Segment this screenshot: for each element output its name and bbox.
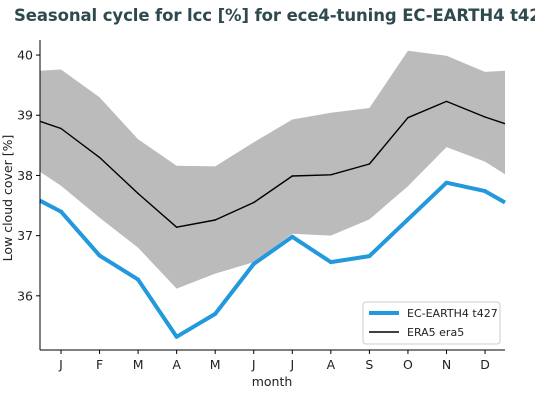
series-lines-layer xyxy=(39,100,506,339)
x-tick-label: D xyxy=(480,357,490,372)
ec-earth4-point xyxy=(136,277,141,282)
x-tick-label: N xyxy=(442,357,451,372)
x-tick-label: J xyxy=(289,357,294,372)
x-tick-label: J xyxy=(251,357,256,372)
axes-layer xyxy=(36,40,505,354)
era5-line xyxy=(39,100,506,228)
y-tick-label: 39 xyxy=(17,108,33,123)
x-tick-label: A xyxy=(327,357,336,372)
ec-earth4-point xyxy=(213,311,218,316)
ec-earth4-point xyxy=(444,180,449,185)
era5-point xyxy=(214,219,216,221)
ec-earth4-point xyxy=(174,334,179,339)
ec-earth4-point xyxy=(251,261,256,266)
x-tick-label: A xyxy=(172,357,181,372)
era5-point xyxy=(60,127,62,130)
era5-point xyxy=(368,163,371,165)
ec-earth4-point xyxy=(405,217,410,222)
era5-spread-band xyxy=(40,50,505,289)
era5-point xyxy=(445,100,448,103)
legend-label: EC-EARTH4 t427 xyxy=(407,307,498,320)
tick-labels-layer: J F M A M J J A S O N D 36 37 38 39 40 xyxy=(17,48,490,372)
ec-earth4-point xyxy=(59,209,63,214)
x-tick-label: S xyxy=(365,357,373,372)
era5-point xyxy=(330,174,332,176)
x-tick-label: M xyxy=(133,357,144,372)
x-tick-label: M xyxy=(210,357,221,372)
y-tick-label: 40 xyxy=(17,48,33,63)
x-tick-label: O xyxy=(403,357,413,372)
era5-point xyxy=(175,226,178,228)
x-tick-label: J xyxy=(58,357,63,372)
era5-point xyxy=(291,175,293,177)
era5-spread-band-layer xyxy=(40,50,505,289)
y-tick-label: 36 xyxy=(17,288,33,303)
ec-earth4-point xyxy=(97,253,102,258)
y-axis-label: Low cloud cover [%] xyxy=(0,135,15,262)
era5-point xyxy=(407,117,409,119)
era5-point xyxy=(253,201,255,204)
era5-point xyxy=(98,156,101,159)
ec-earth4-line xyxy=(39,180,506,339)
legend: EC-EARTH4 t427 ERA5 era5 xyxy=(362,301,501,345)
y-tick-label: 37 xyxy=(17,228,33,243)
chart-title: Seasonal cycle for lcc [%] for ece4-tuni… xyxy=(14,6,535,25)
x-axis-label: month xyxy=(252,374,293,389)
x-tick-label: F xyxy=(96,357,103,372)
ec-earth4-point xyxy=(483,189,487,194)
ec-earth4-point xyxy=(290,234,295,239)
y-tick-label: 38 xyxy=(17,168,33,183)
ec-earth4-point xyxy=(328,260,333,265)
era5-point xyxy=(484,116,486,118)
era5-point xyxy=(137,192,139,195)
legend-label: ERA5 era5 xyxy=(407,326,464,339)
ec-earth4-point xyxy=(367,254,372,259)
